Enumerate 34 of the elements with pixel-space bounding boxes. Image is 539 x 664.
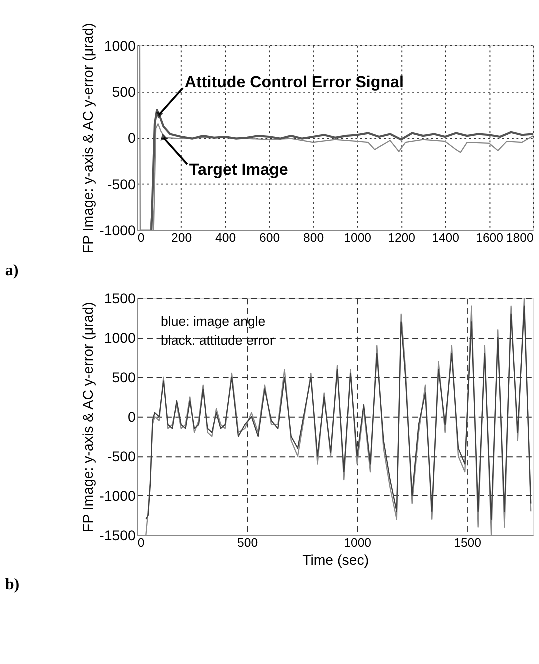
x-tick-label: 1400: [432, 231, 460, 246]
y-tick-label: 500: [112, 370, 136, 387]
y-tick-label: 1500: [104, 292, 136, 308]
text: a): [5, 262, 19, 280]
x-tick-label: 400: [216, 231, 236, 246]
y-tick-label: -1500: [100, 528, 136, 545]
annotation: Target Image: [189, 160, 288, 179]
y-tick-label: 1000: [104, 38, 136, 55]
y-tick-label: -1000: [100, 489, 136, 506]
x-tick-label: 1500: [454, 536, 482, 550]
y-tick-label: 1000: [104, 331, 136, 348]
annotation: Attitude Control Error Signal: [184, 73, 404, 92]
line-series: [150, 109, 534, 230]
x-axis-title: Time (sec): [302, 553, 370, 570]
x-tick-label: 500: [238, 536, 258, 550]
annotation: black: attitude error: [161, 332, 276, 348]
y-tick-label: -500: [108, 450, 136, 466]
y-tick-label: -1000: [100, 223, 136, 240]
y-tick-label: 500: [112, 84, 136, 101]
text: b): [5, 576, 20, 594]
y-tick-label: 0: [128, 131, 136, 148]
x-tick-label: 600: [260, 231, 280, 246]
y-axis-title: FP Image: y-axis & AC y-error (μrad): [80, 23, 97, 254]
x-tick-label: 800: [304, 231, 324, 246]
x-tick-label: 200: [172, 231, 192, 246]
y-tick-label: -500: [108, 177, 136, 194]
y-tick-label: 0: [128, 410, 136, 426]
x-tick-label: 1000: [344, 231, 372, 246]
annotation: blue: image angle: [161, 314, 266, 329]
x-tick-label: 1800: [506, 231, 534, 246]
x-tick-label: 1600: [476, 231, 504, 246]
x-tick-label: 1000: [344, 536, 372, 550]
x-tick-label: 1200: [388, 231, 416, 246]
y-axis-title: FP Image: y-axis & AC y-error (μrad): [80, 302, 97, 532]
